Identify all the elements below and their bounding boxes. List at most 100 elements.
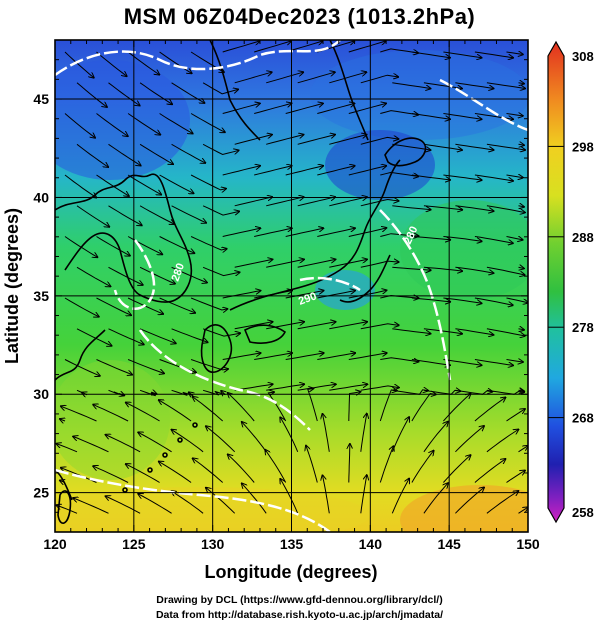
streamline — [159, 297, 196, 313]
streamline — [329, 197, 367, 207]
streamline — [474, 297, 513, 305]
streamline — [348, 166, 386, 176]
streamline — [76, 266, 110, 286]
streamline — [190, 297, 227, 310]
streamline — [139, 82, 172, 104]
streamline — [392, 328, 430, 334]
streamline — [455, 328, 493, 335]
streamline — [379, 390, 397, 422]
streamline — [64, 297, 99, 317]
streamline — [139, 205, 174, 224]
streamline — [443, 174, 481, 180]
streamline — [206, 426, 236, 453]
streamline — [506, 471, 525, 483]
streamline — [76, 205, 109, 227]
streamline — [411, 113, 450, 120]
streamline — [96, 359, 133, 375]
streamline — [139, 328, 176, 344]
streamline — [411, 174, 450, 180]
streamline — [443, 359, 481, 366]
streamline — [222, 166, 260, 176]
streamline — [486, 143, 525, 150]
streamline — [411, 451, 434, 483]
contour-label-3: 290 — [297, 290, 318, 308]
streamline — [443, 236, 481, 242]
contour-label-1: 280 — [170, 262, 188, 283]
streamline — [106, 496, 141, 514]
streamline — [193, 397, 224, 422]
colorbar-ticks: 308 298 288 278 268 258 — [548, 49, 594, 520]
streamline — [57, 505, 78, 514]
streamline — [455, 205, 493, 211]
streamline — [360, 475, 367, 514]
streamline — [317, 291, 355, 299]
streamline — [486, 82, 525, 89]
streamline — [266, 135, 303, 145]
streamline — [518, 446, 528, 453]
y-tick-label: 45 — [33, 91, 49, 107]
streamline — [76, 328, 112, 346]
streamline — [228, 455, 255, 483]
streamline — [297, 135, 335, 145]
y-tick-label: 40 — [33, 189, 49, 205]
x-tick-label: 125 — [122, 536, 146, 552]
streamline — [360, 261, 399, 268]
streamline — [349, 444, 350, 483]
colorbar-label: 288 — [572, 230, 594, 245]
streamline — [329, 384, 367, 391]
streamline — [202, 205, 239, 216]
streamline — [202, 82, 238, 95]
streamline — [486, 390, 524, 394]
streamline — [254, 41, 291, 53]
streamline — [474, 174, 513, 181]
streamline — [73, 437, 109, 453]
streamline — [423, 483, 448, 514]
streamline — [265, 450, 287, 483]
streamline — [423, 205, 462, 210]
streamline — [234, 259, 273, 268]
colorbar-label: 308 — [572, 49, 594, 64]
streamline — [73, 498, 109, 514]
streamline — [474, 398, 506, 422]
streamline — [486, 430, 518, 453]
colorbar-label: 298 — [572, 139, 594, 154]
streamline — [411, 359, 450, 366]
cold-region-hokkaido — [325, 130, 435, 200]
footer-credit-drawing: Drawing by DCL (https://www.gfd-dennou.o… — [156, 594, 443, 606]
streamline — [392, 205, 430, 210]
streamline — [506, 237, 523, 240]
streamline — [518, 507, 528, 514]
x-axis-title: Longitude (degrees) — [204, 562, 377, 582]
streamline — [443, 113, 481, 120]
streamline — [455, 82, 493, 89]
streamline — [506, 360, 523, 363]
streamline — [285, 353, 324, 360]
streamline — [329, 135, 366, 145]
map-grid — [55, 40, 528, 532]
streamline — [159, 51, 192, 73]
streamline — [518, 206, 524, 207]
colorbar-bar — [547, 40, 565, 524]
streamline — [159, 236, 195, 254]
streamline — [329, 72, 366, 84]
streamline — [254, 166, 291, 176]
streamline — [392, 390, 428, 395]
streamline — [266, 72, 303, 84]
streamline — [423, 328, 462, 334]
streamline — [392, 266, 430, 270]
streamline — [266, 259, 304, 268]
cool-region-honshu — [315, 270, 375, 310]
streamline — [474, 113, 513, 120]
x-axis: 120 125 130 135 140 145 150 — [43, 40, 540, 552]
streamline — [76, 82, 107, 107]
x-tick-label: 130 — [201, 536, 225, 552]
streamline — [518, 83, 524, 84]
map-title: MSM 06Z04Dec2023 (1013.2hPa) — [123, 4, 476, 29]
streamline — [280, 417, 299, 452]
streamline — [64, 359, 100, 376]
streamline — [93, 405, 129, 422]
streamline — [360, 324, 399, 330]
streamline — [266, 384, 304, 391]
streamline — [474, 51, 513, 58]
